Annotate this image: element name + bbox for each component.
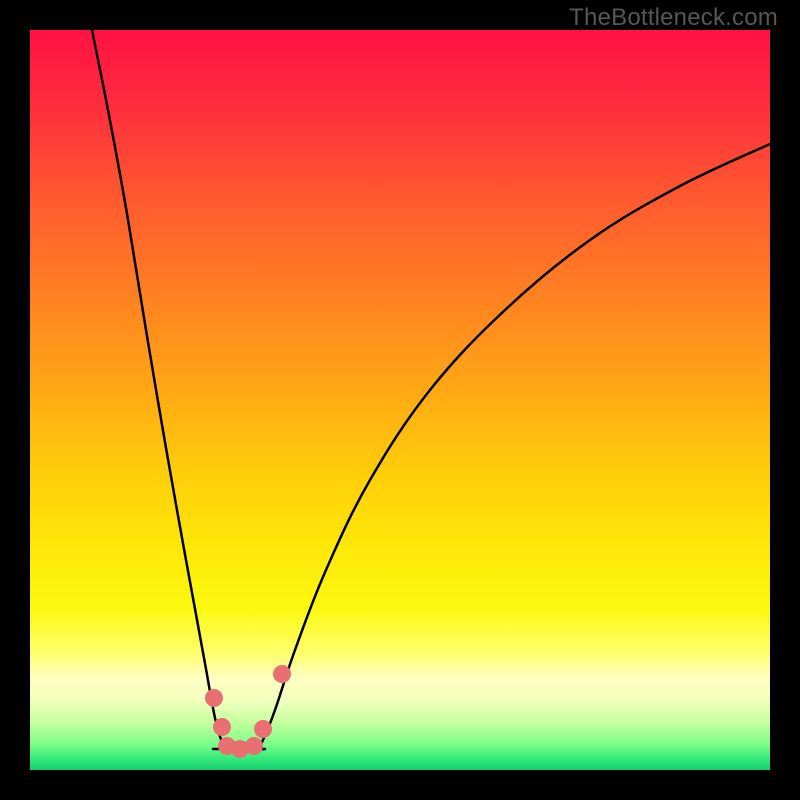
marker-dot — [254, 720, 272, 738]
plot-area — [30, 30, 770, 770]
bottleneck-chart-svg — [0, 0, 800, 800]
marker-dot — [205, 689, 223, 707]
gradient-background — [30, 30, 770, 770]
marker-dot — [273, 665, 291, 683]
marker-dot — [245, 737, 263, 755]
watermark-text: TheBottleneck.com — [569, 4, 778, 32]
marker-dot — [213, 718, 231, 736]
chart-frame — [0, 0, 800, 800]
